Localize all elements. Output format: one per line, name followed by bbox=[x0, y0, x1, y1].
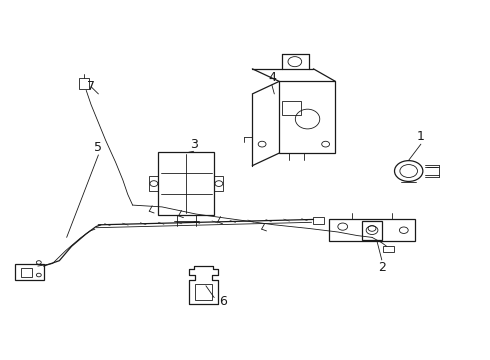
Text: 2: 2 bbox=[378, 261, 386, 274]
Text: 6: 6 bbox=[219, 296, 227, 309]
Text: 5: 5 bbox=[95, 141, 102, 154]
Text: 7: 7 bbox=[87, 80, 95, 93]
Text: 1: 1 bbox=[417, 130, 425, 144]
Text: 3: 3 bbox=[190, 138, 197, 150]
Text: 4: 4 bbox=[268, 71, 276, 84]
